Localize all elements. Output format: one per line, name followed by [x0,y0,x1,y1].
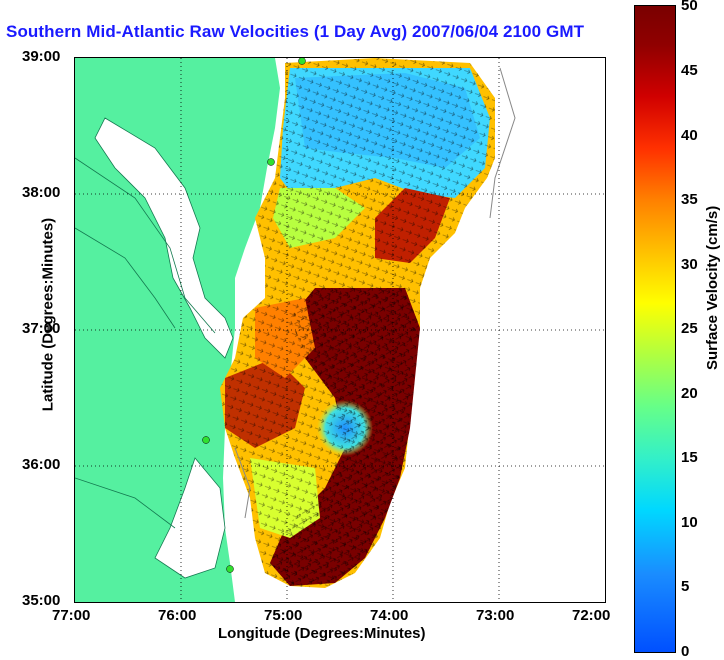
x-tick-label: 76:00 [158,607,197,624]
colorbar-tick: 15 [681,449,698,466]
y-tick-label: 39:00 [22,48,61,65]
colorbar-tick: 50 [681,0,698,14]
colorbar-tick: 30 [681,256,698,273]
colorbar-tick: 10 [681,514,698,531]
station-marker [267,158,275,166]
colorbar-tick: 40 [681,127,698,144]
x-tick-label: 73:00 [476,607,515,624]
colorbar-tick: 45 [681,62,698,79]
colorbar [634,5,676,653]
colorbar-tick: 25 [681,320,698,337]
map-plot-area [75,58,605,602]
x-tick-label: 72:00 [572,607,611,624]
land-mass [75,58,280,602]
y-tick-label: 38:00 [22,184,61,201]
y-tick-label: 36:00 [22,456,61,473]
velocity-map [75,58,605,602]
x-tick-label: 74:00 [370,607,409,624]
colorbar-tick: 0 [681,643,690,660]
map-title: Southern Mid-Atlantic Raw Velocities (1 … [6,22,585,41]
pamlico-sound [154,457,226,579]
colorbar-tick: 5 [681,578,690,595]
grid-lines [75,58,605,602]
x-tick-label: 75:00 [264,607,303,624]
colorbar-tick: 20 [681,385,698,402]
x-tick-label: 77:00 [52,607,91,624]
station-marker [202,436,210,444]
y-tick-label: 35:00 [22,592,61,609]
colorbar-tick: 35 [681,191,698,208]
station-marker [226,565,234,573]
x-axis-label: Longitude (Degrees:Minutes) [218,625,426,642]
station-marker [298,58,306,65]
colorbar-label: Surface Velocity (cm/s) [704,205,721,370]
y-axis-label: Latitude (Degrees:Minutes) [39,217,57,412]
chesapeake-bay [94,117,234,359]
y-tick-label: 37:00 [22,320,61,337]
